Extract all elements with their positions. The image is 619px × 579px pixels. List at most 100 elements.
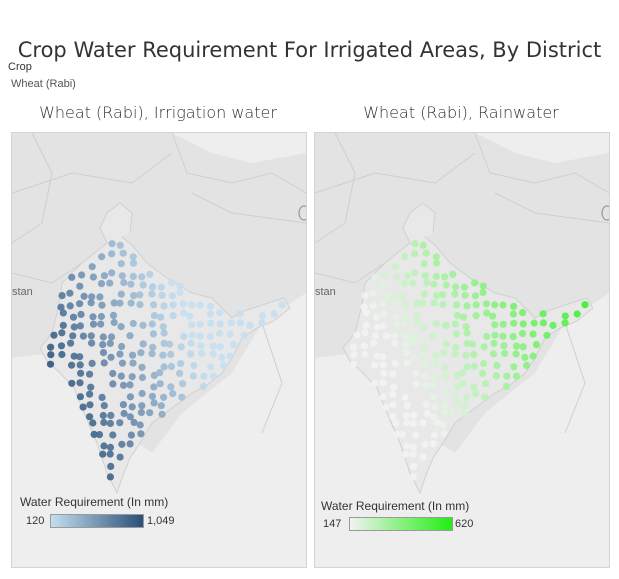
district-dot[interactable] bbox=[539, 319, 547, 327]
district-dot[interactable] bbox=[420, 323, 428, 331]
district-dot[interactable] bbox=[462, 323, 470, 331]
district-dot[interactable] bbox=[423, 409, 431, 418]
district-dot[interactable] bbox=[370, 339, 378, 347]
district-dot[interactable] bbox=[432, 272, 440, 280]
district-dot[interactable] bbox=[499, 301, 507, 309]
district-dot[interactable] bbox=[68, 379, 76, 387]
district-dot[interactable] bbox=[130, 292, 138, 300]
district-dot[interactable] bbox=[500, 342, 508, 350]
district-dot[interactable] bbox=[89, 320, 98, 328]
district-dot[interactable] bbox=[89, 419, 97, 427]
district-dot[interactable] bbox=[440, 408, 448, 417]
district-dot[interactable] bbox=[439, 301, 447, 309]
district-dot[interactable] bbox=[236, 310, 244, 318]
district-dot[interactable] bbox=[160, 302, 168, 310]
district-dot[interactable] bbox=[452, 343, 460, 351]
district-dot[interactable] bbox=[167, 362, 175, 370]
district-dot[interactable] bbox=[371, 361, 379, 369]
district-dot[interactable] bbox=[127, 299, 135, 307]
district-dot[interactable] bbox=[362, 321, 370, 329]
district-dot[interactable] bbox=[119, 249, 127, 257]
district-dot[interactable] bbox=[403, 359, 411, 367]
district-dot[interactable] bbox=[409, 419, 417, 427]
district-dot[interactable] bbox=[90, 430, 98, 438]
district-dot[interactable] bbox=[76, 379, 84, 387]
district-dots[interactable] bbox=[46, 240, 286, 481]
district-dot[interactable] bbox=[158, 291, 166, 299]
district-dot[interactable] bbox=[106, 473, 114, 481]
district-dot[interactable] bbox=[432, 351, 440, 359]
district-dot[interactable] bbox=[483, 332, 491, 341]
district-dot[interactable] bbox=[88, 293, 96, 301]
district-dot[interactable] bbox=[402, 349, 411, 357]
district-dot[interactable] bbox=[372, 332, 380, 340]
district-dot[interactable] bbox=[452, 283, 460, 291]
district-dot[interactable] bbox=[442, 281, 450, 289]
district-dot[interactable] bbox=[383, 292, 391, 300]
district-dot[interactable] bbox=[549, 321, 557, 329]
district-dot[interactable] bbox=[127, 280, 135, 288]
district-dot[interactable] bbox=[373, 352, 381, 360]
district-dot[interactable] bbox=[79, 332, 87, 340]
district-dot[interactable] bbox=[100, 442, 108, 450]
district-dot[interactable] bbox=[411, 269, 419, 277]
district-dot[interactable] bbox=[86, 370, 94, 378]
district-dot[interactable] bbox=[188, 321, 196, 329]
district-dot[interactable] bbox=[371, 379, 379, 387]
district-dot[interactable] bbox=[169, 312, 177, 320]
district-dot[interactable] bbox=[157, 402, 165, 410]
district-dot[interactable] bbox=[178, 393, 186, 401]
district-dot[interactable] bbox=[66, 302, 74, 310]
district-dot[interactable] bbox=[79, 403, 87, 411]
district-dot[interactable] bbox=[70, 323, 78, 331]
district-dot[interactable] bbox=[412, 380, 420, 388]
district-dot[interactable] bbox=[469, 340, 477, 348]
district-dot[interactable] bbox=[106, 339, 114, 347]
district-dot[interactable] bbox=[97, 320, 105, 328]
district-dot[interactable] bbox=[209, 350, 217, 358]
district-dot[interactable] bbox=[76, 353, 84, 361]
district-dot[interactable] bbox=[118, 359, 127, 367]
district-dot[interactable] bbox=[216, 343, 224, 351]
district-dot[interactable] bbox=[433, 418, 441, 427]
district-dot[interactable] bbox=[532, 341, 541, 349]
district-dot[interactable] bbox=[510, 319, 518, 327]
district-dot[interactable] bbox=[379, 393, 387, 401]
district-dot[interactable] bbox=[136, 301, 144, 309]
district-dots[interactable] bbox=[349, 240, 589, 481]
district-dot[interactable] bbox=[98, 301, 106, 309]
district-dot[interactable] bbox=[278, 301, 286, 309]
district-dot[interactable] bbox=[258, 319, 266, 327]
district-dot[interactable] bbox=[66, 289, 74, 297]
district-dot[interactable] bbox=[402, 411, 410, 420]
district-dot[interactable] bbox=[129, 253, 137, 261]
district-dot[interactable] bbox=[503, 372, 511, 380]
district-dot[interactable] bbox=[137, 430, 145, 438]
district-dot[interactable] bbox=[470, 350, 478, 358]
district-dot[interactable] bbox=[451, 392, 459, 400]
district-dot[interactable] bbox=[453, 301, 461, 309]
district-dot[interactable] bbox=[390, 299, 398, 307]
district-dot[interactable] bbox=[422, 249, 430, 257]
district-dot[interactable] bbox=[167, 350, 175, 358]
district-dot[interactable] bbox=[350, 351, 358, 359]
district-dot[interactable] bbox=[529, 330, 537, 338]
district-dot[interactable] bbox=[521, 353, 529, 361]
district-dot[interactable] bbox=[412, 369, 420, 378]
district-dot[interactable] bbox=[379, 353, 387, 361]
district-dot[interactable] bbox=[361, 350, 369, 359]
district-dot[interactable] bbox=[76, 361, 84, 369]
district-dot[interactable] bbox=[512, 342, 520, 350]
district-dot[interactable] bbox=[509, 310, 517, 318]
district-dot[interactable] bbox=[216, 309, 224, 317]
district-dot[interactable] bbox=[99, 450, 107, 458]
district-dot[interactable] bbox=[433, 292, 441, 300]
district-dot[interactable] bbox=[87, 332, 95, 340]
district-dot[interactable] bbox=[57, 303, 65, 311]
district-dot[interactable] bbox=[393, 430, 401, 438]
district-dot[interactable] bbox=[463, 302, 471, 310]
district-dot[interactable] bbox=[373, 323, 381, 331]
district-dot[interactable] bbox=[361, 292, 369, 300]
district-dot[interactable] bbox=[440, 349, 448, 357]
district-dot[interactable] bbox=[479, 282, 487, 290]
